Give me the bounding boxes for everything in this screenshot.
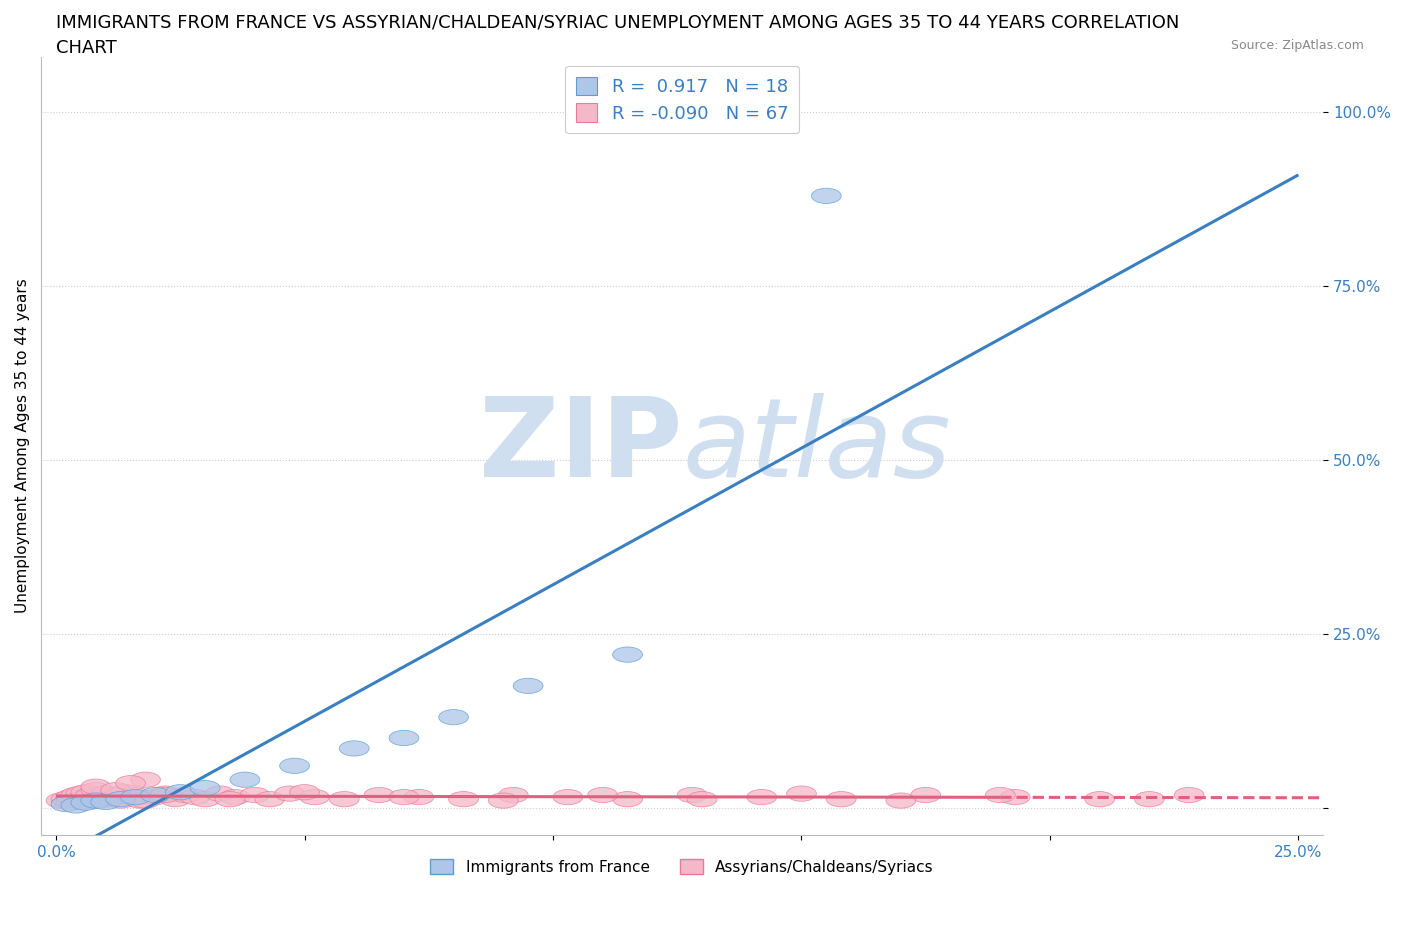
Ellipse shape bbox=[827, 791, 856, 807]
Ellipse shape bbox=[60, 798, 91, 813]
Ellipse shape bbox=[56, 794, 86, 810]
Ellipse shape bbox=[205, 786, 235, 802]
Ellipse shape bbox=[160, 791, 190, 807]
Ellipse shape bbox=[82, 793, 111, 808]
Ellipse shape bbox=[51, 796, 82, 812]
Ellipse shape bbox=[70, 795, 101, 810]
Ellipse shape bbox=[170, 788, 200, 803]
Ellipse shape bbox=[811, 188, 841, 204]
Ellipse shape bbox=[111, 785, 141, 800]
Ellipse shape bbox=[786, 786, 817, 802]
Ellipse shape bbox=[215, 791, 245, 807]
Ellipse shape bbox=[986, 788, 1015, 803]
Ellipse shape bbox=[82, 782, 111, 798]
Ellipse shape bbox=[56, 790, 86, 804]
Ellipse shape bbox=[86, 793, 115, 808]
Y-axis label: Unemployment Among Ages 35 to 44 years: Unemployment Among Ages 35 to 44 years bbox=[15, 279, 30, 614]
Ellipse shape bbox=[339, 741, 370, 756]
Ellipse shape bbox=[389, 790, 419, 804]
Ellipse shape bbox=[190, 791, 219, 807]
Ellipse shape bbox=[105, 791, 135, 807]
Ellipse shape bbox=[125, 793, 156, 808]
Ellipse shape bbox=[150, 788, 180, 803]
Ellipse shape bbox=[70, 790, 101, 804]
Ellipse shape bbox=[404, 790, 433, 804]
Ellipse shape bbox=[254, 791, 284, 807]
Ellipse shape bbox=[105, 793, 135, 808]
Ellipse shape bbox=[70, 785, 101, 800]
Ellipse shape bbox=[449, 791, 478, 807]
Ellipse shape bbox=[91, 794, 121, 810]
Ellipse shape bbox=[498, 788, 529, 803]
Ellipse shape bbox=[613, 791, 643, 807]
Ellipse shape bbox=[240, 788, 270, 803]
Ellipse shape bbox=[488, 793, 519, 808]
Ellipse shape bbox=[1085, 791, 1115, 807]
Ellipse shape bbox=[553, 790, 583, 804]
Ellipse shape bbox=[121, 790, 150, 804]
Ellipse shape bbox=[66, 794, 96, 810]
Ellipse shape bbox=[364, 788, 394, 803]
Text: ZIP: ZIP bbox=[479, 392, 682, 499]
Text: atlas: atlas bbox=[682, 392, 950, 499]
Ellipse shape bbox=[513, 678, 543, 694]
Text: CHART: CHART bbox=[56, 39, 117, 57]
Ellipse shape bbox=[280, 758, 309, 774]
Ellipse shape bbox=[166, 785, 195, 800]
Ellipse shape bbox=[439, 710, 468, 724]
Ellipse shape bbox=[688, 791, 717, 807]
Ellipse shape bbox=[91, 786, 121, 802]
Ellipse shape bbox=[389, 730, 419, 746]
Ellipse shape bbox=[274, 786, 305, 802]
Ellipse shape bbox=[121, 788, 150, 803]
Ellipse shape bbox=[96, 791, 125, 807]
Ellipse shape bbox=[115, 776, 145, 790]
Ellipse shape bbox=[101, 782, 131, 798]
Ellipse shape bbox=[1000, 790, 1031, 804]
Ellipse shape bbox=[190, 780, 219, 796]
Ellipse shape bbox=[180, 790, 209, 804]
Ellipse shape bbox=[150, 786, 180, 802]
Ellipse shape bbox=[91, 790, 121, 804]
Text: IMMIGRANTS FROM FRANCE VS ASSYRIAN/CHALDEAN/SYRIAC UNEMPLOYMENT AMONG AGES 35 TO: IMMIGRANTS FROM FRANCE VS ASSYRIAN/CHALD… bbox=[56, 14, 1180, 32]
Ellipse shape bbox=[76, 793, 105, 808]
Ellipse shape bbox=[141, 788, 170, 803]
Ellipse shape bbox=[115, 790, 145, 804]
Ellipse shape bbox=[46, 793, 76, 808]
Ellipse shape bbox=[82, 779, 111, 794]
Ellipse shape bbox=[1135, 791, 1164, 807]
Ellipse shape bbox=[1174, 788, 1204, 803]
Ellipse shape bbox=[588, 788, 617, 803]
Ellipse shape bbox=[290, 785, 319, 800]
Ellipse shape bbox=[911, 788, 941, 803]
Ellipse shape bbox=[329, 791, 359, 807]
Ellipse shape bbox=[299, 790, 329, 804]
Ellipse shape bbox=[219, 790, 250, 804]
Ellipse shape bbox=[747, 790, 776, 804]
Ellipse shape bbox=[101, 788, 131, 803]
Ellipse shape bbox=[82, 791, 111, 807]
Ellipse shape bbox=[66, 791, 96, 807]
Text: Source: ZipAtlas.com: Source: ZipAtlas.com bbox=[1230, 39, 1364, 52]
Ellipse shape bbox=[886, 793, 915, 808]
Ellipse shape bbox=[141, 790, 170, 804]
Ellipse shape bbox=[613, 647, 643, 662]
Ellipse shape bbox=[231, 772, 260, 788]
Ellipse shape bbox=[60, 793, 91, 808]
Ellipse shape bbox=[60, 788, 91, 803]
Ellipse shape bbox=[131, 772, 160, 788]
Ellipse shape bbox=[66, 786, 96, 802]
Ellipse shape bbox=[51, 791, 82, 807]
Ellipse shape bbox=[678, 788, 707, 803]
Ellipse shape bbox=[131, 793, 160, 808]
Ellipse shape bbox=[76, 788, 105, 803]
Legend: Immigrants from France, Assyrians/Chaldeans/Syriacs: Immigrants from France, Assyrians/Chalde… bbox=[423, 851, 942, 883]
